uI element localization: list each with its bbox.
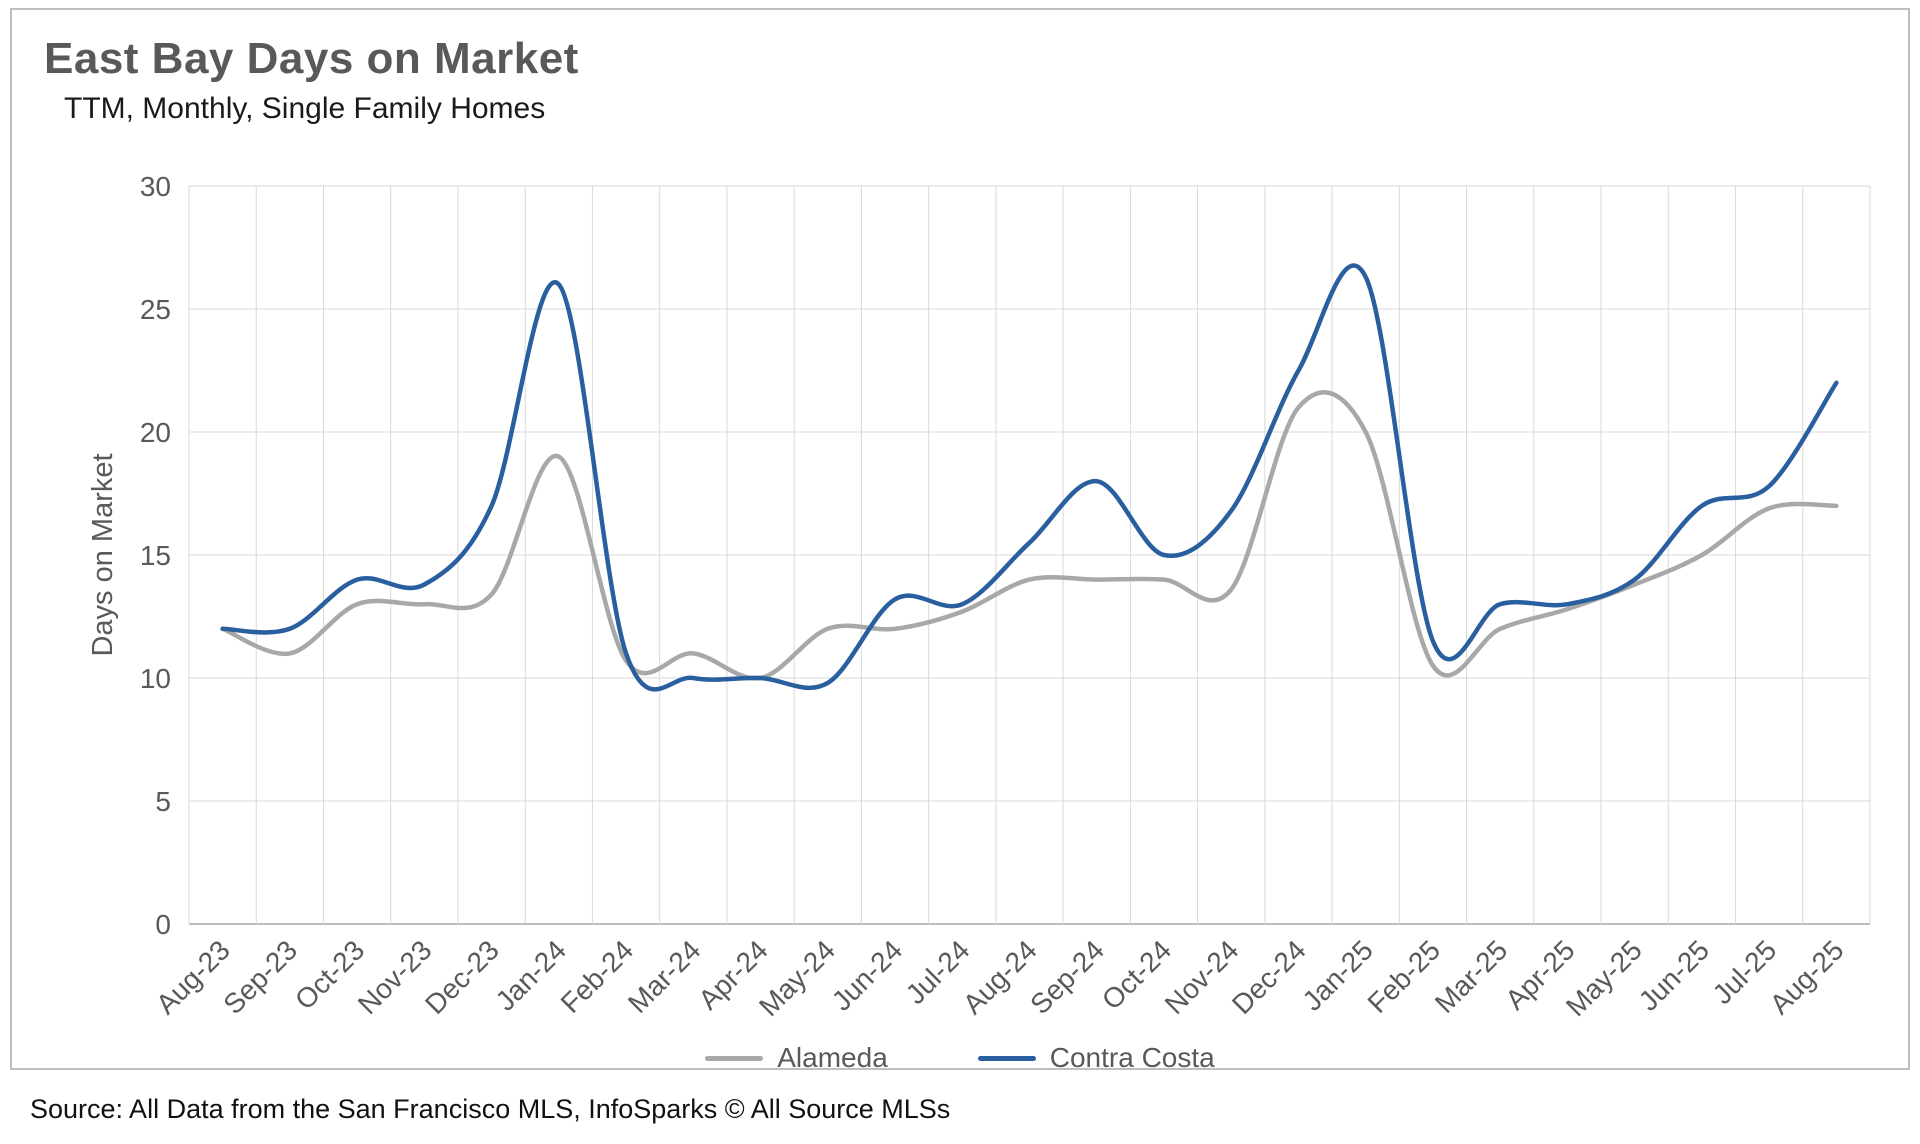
x-tick-label: May-24 [753,934,841,1022]
x-tick-label: Dec-24 [1226,934,1312,1020]
y-tick-label: 20 [140,417,171,448]
x-tick-label: Aug-24 [957,934,1043,1020]
alameda-line-swatch [705,1055,764,1061]
y-tick-label: 25 [140,294,171,325]
legend-item-alameda: Alameda [705,1042,888,1074]
x-tick-label: Dec-23 [419,934,505,1020]
chart-title: East Bay Days on Market [44,34,579,83]
x-tick-label: Sep-23 [217,934,303,1020]
x-tick-label: Jun-24 [826,934,908,1016]
legend-label-alameda: Alameda [777,1042,888,1073]
contra-costa-line-swatch [977,1055,1036,1061]
x-tick-label: Jan-24 [490,934,572,1016]
x-tick-label: Feb-25 [1362,934,1447,1019]
x-tick-label: Nov-23 [352,934,438,1020]
source-note: Source: All Data from the San Francisco … [30,1094,951,1124]
legend-item-contra-costa: Contra Costa [977,1042,1215,1074]
y-tick-label: 5 [155,786,171,817]
y-tick-label: 0 [155,909,171,940]
chart-subtitle: TTM, Monthly, Single Family Homes [64,92,546,125]
x-tick-label: Aug-25 [1764,934,1850,1020]
x-tick-label: May-25 [1560,934,1648,1022]
chart-legend: Alameda Contra Costa [0,1042,1920,1074]
x-tick-label: Mar-25 [1429,934,1514,1019]
y-tick-label: 15 [140,540,171,571]
y-tick-label: 10 [140,663,171,694]
y-axis-title: Days on Market [87,453,119,656]
legend-label-contra-costa: Contra Costa [1049,1042,1215,1073]
x-tick-label: Nov-24 [1159,934,1245,1020]
series-line-alameda [220,390,1839,681]
x-tick-label: Mar-24 [622,934,707,1019]
x-tick-label: Feb-24 [555,934,640,1019]
y-tick-label: 30 [140,171,171,202]
x-tick-label: Sep-24 [1024,934,1110,1020]
x-tick-label: Jan-25 [1296,934,1378,1016]
series-line-contra-costa [220,263,1839,692]
x-tick-label: Aug-23 [150,934,236,1020]
x-tick-label: Jun-25 [1633,934,1715,1016]
